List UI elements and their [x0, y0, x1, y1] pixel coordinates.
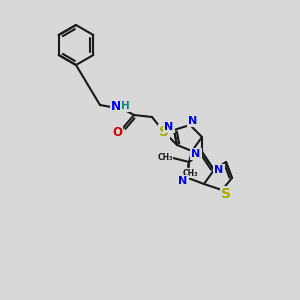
Text: N: N — [178, 176, 188, 186]
Text: N: N — [188, 116, 198, 126]
Text: S: S — [159, 125, 169, 139]
Text: CH₃: CH₃ — [157, 152, 173, 161]
Text: N: N — [111, 100, 121, 113]
Text: N: N — [164, 122, 174, 132]
Text: N: N — [214, 165, 224, 175]
Text: O: O — [112, 127, 122, 140]
Text: N: N — [191, 149, 201, 159]
Text: H: H — [121, 101, 129, 111]
Text: CH₃: CH₃ — [182, 169, 198, 178]
Text: S: S — [221, 187, 231, 201]
